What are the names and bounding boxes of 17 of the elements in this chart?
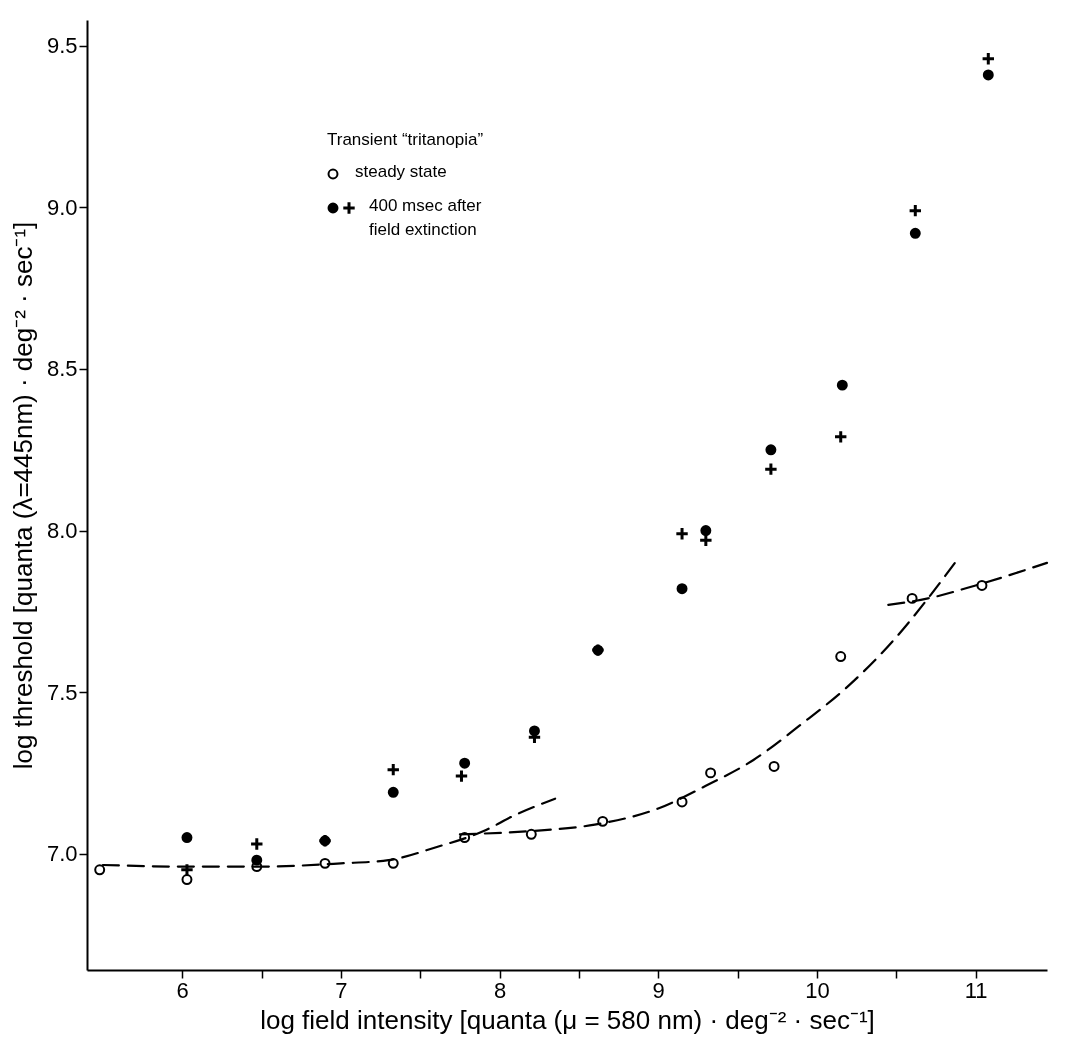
x-axis-title: log field intensity [quanta (μ = 580 nm) · deg⁻² · sec⁻¹] — [260, 1004, 875, 1035]
y-tick-label: 7.5 — [46, 679, 78, 705]
x-tick-label: 11 — [964, 977, 988, 1003]
y-tick-label: 9.0 — [46, 194, 78, 220]
x-tick-label: 6 — [176, 977, 189, 1003]
x-tick-label: 7 — [335, 977, 348, 1003]
y-tick-label: 9.5 — [46, 33, 78, 59]
y-tick-label: 8.5 — [46, 356, 78, 382]
legend-label: steady state — [355, 162, 447, 181]
x-tick-label: 8 — [493, 977, 507, 1003]
legend-label: 400 msec after field extinction — [369, 196, 482, 239]
x-tick-label: 9 — [652, 977, 665, 1003]
y-tick-label: 7.0 — [46, 841, 78, 867]
x-tick-label: 10 — [805, 977, 830, 1003]
y-axis-title: log threshold [quanta (λ=445nm) · deg⁻² · sec⁻¹] — [7, 221, 38, 770]
y-tick-label: 8.0 — [46, 518, 78, 544]
legend-title: Transient “tritanopia” — [327, 130, 484, 149]
